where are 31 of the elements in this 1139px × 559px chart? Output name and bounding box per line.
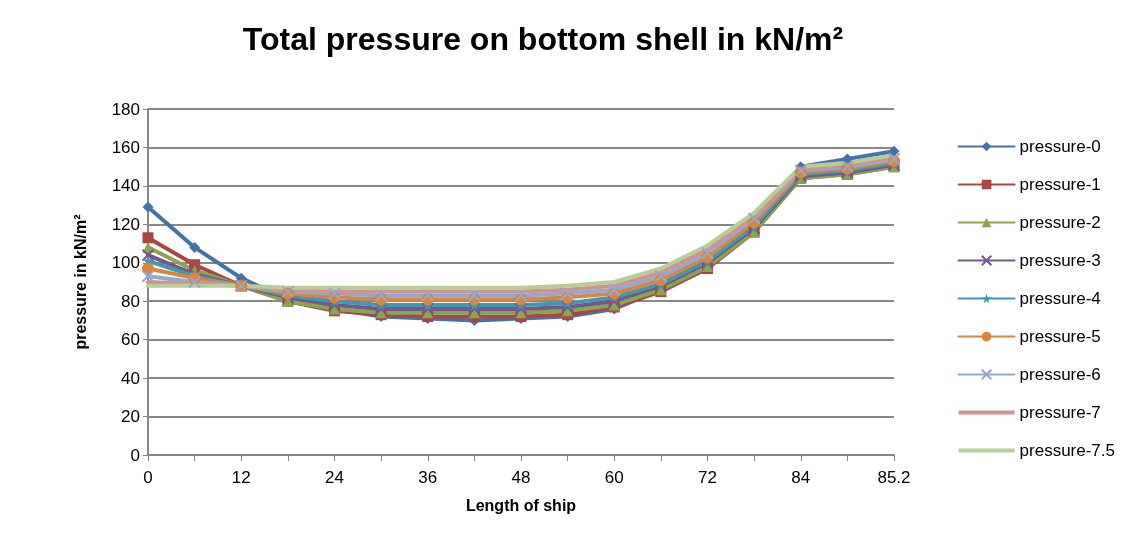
y-tick-label: 20	[121, 407, 140, 427]
y-axis-title: pressure in kN/m²	[71, 214, 89, 350]
y-tick-label: 0	[130, 445, 140, 465]
x-axis-title: Length of ship	[465, 496, 577, 514]
y-tick-label: 60	[121, 330, 140, 350]
y-tick-label: 160	[111, 137, 140, 157]
y-tick-label: 80	[121, 291, 140, 311]
x-tick-label: 24	[325, 468, 344, 487]
legend-label: pressure-0	[1019, 137, 1101, 156]
legend-label: pressure-5	[1019, 327, 1101, 346]
legend-label: pressure-2	[1019, 213, 1101, 232]
legend-label: pressure-7.5	[1019, 441, 1115, 460]
chart-title: Total pressure on bottom shell in kN/m²	[242, 21, 844, 57]
y-tick-label: 180	[111, 99, 140, 119]
legend-label: pressure-1	[1019, 175, 1101, 194]
x-tick-label: 84	[791, 468, 811, 487]
x-tick-label: 12	[231, 468, 251, 487]
legend-label: pressure-4	[1019, 289, 1101, 308]
y-tick-label: 40	[121, 368, 140, 388]
x-tick-label: 36	[418, 468, 438, 487]
legend-label: pressure-3	[1019, 251, 1101, 270]
y-tick-label: 100	[111, 253, 140, 273]
x-tick-label: 72	[698, 468, 717, 487]
x-tick-label: 0	[143, 468, 153, 487]
legend-label: pressure-6	[1019, 365, 1101, 384]
x-tick-label: 48	[511, 468, 531, 487]
x-tick-label: 60	[604, 468, 624, 487]
y-tick-label: 120	[111, 214, 140, 234]
legend-label: pressure-7	[1019, 403, 1101, 422]
y-tick-label: 140	[111, 176, 140, 196]
x-tick-label: 85.2	[877, 468, 911, 487]
